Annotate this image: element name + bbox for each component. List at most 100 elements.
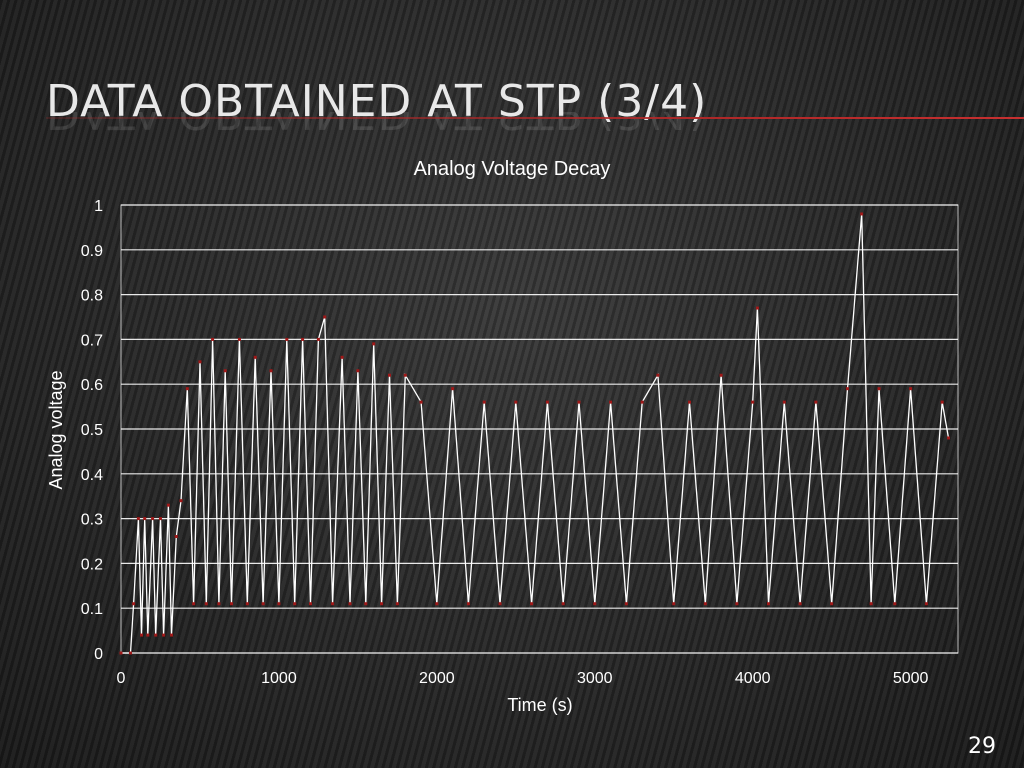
x-tick-label: 2000: [419, 670, 455, 687]
data-point: [146, 633, 150, 637]
data-point: [545, 400, 549, 404]
data-point: [179, 499, 183, 503]
data-point: [609, 400, 613, 404]
data-point: [151, 517, 155, 521]
data-point: [577, 400, 581, 404]
data-point: [869, 602, 873, 606]
data-point: [119, 651, 123, 655]
data-point: [198, 360, 202, 364]
data-point: [719, 373, 723, 377]
data-point: [356, 369, 360, 373]
data-point: [514, 400, 518, 404]
y-tick-label: 0.3: [81, 512, 103, 529]
data-point: [154, 633, 158, 637]
data-point: [372, 342, 376, 346]
data-point: [211, 337, 215, 341]
data-point: [140, 633, 144, 637]
data-point: [482, 400, 486, 404]
y-tick-label: 0.4: [81, 467, 103, 484]
data-point: [877, 387, 881, 391]
data-point: [387, 373, 391, 377]
data-point: [230, 602, 234, 606]
data-point: [435, 602, 439, 606]
data-point: [217, 602, 221, 606]
y-tick-label: 0.7: [81, 332, 103, 349]
y-tick-label: 0.6: [81, 377, 103, 394]
data-point: [814, 400, 818, 404]
data-point: [253, 355, 257, 359]
data-point: [947, 436, 951, 440]
x-tick-label: 3000: [577, 670, 613, 687]
y-tick-label: 1: [94, 198, 103, 215]
x-tick-label: 0: [117, 670, 126, 687]
page-number: 29: [968, 734, 996, 759]
data-point: [128, 651, 132, 655]
data-point: [755, 306, 759, 310]
data-point: [672, 602, 676, 606]
data-point: [909, 387, 913, 391]
data-point: [340, 355, 344, 359]
data-point: [656, 373, 660, 377]
y-tick-label: 0: [94, 646, 103, 663]
data-point: [331, 602, 335, 606]
data-point: [735, 602, 739, 606]
data-point: [162, 633, 166, 637]
y-tick-label: 0.8: [81, 288, 103, 305]
data-point: [860, 212, 864, 216]
data-point: [323, 315, 327, 319]
data-point: [419, 400, 423, 404]
data-point: [593, 602, 597, 606]
data-point: [237, 337, 241, 341]
data-point: [223, 369, 227, 373]
data-point: [364, 602, 368, 606]
data-point: [395, 602, 399, 606]
data-point: [940, 400, 944, 404]
data-point: [845, 387, 849, 391]
data-point: [158, 517, 162, 521]
data-point: [192, 602, 196, 606]
x-axis-label: Time (s): [507, 695, 573, 715]
data-point: [316, 337, 320, 341]
y-tick-label: 0.1: [81, 601, 103, 618]
y-tick-label: 0.2: [81, 556, 103, 573]
data-point: [174, 535, 178, 539]
data-point: [143, 517, 147, 521]
x-tick-label: 5000: [893, 670, 929, 687]
data-point: [466, 602, 470, 606]
series-line: [121, 213, 950, 654]
x-tick-label: 4000: [735, 670, 771, 687]
data-point: [830, 602, 834, 606]
data-point: [204, 602, 208, 606]
chart-title: Analog Voltage Decay: [413, 158, 611, 180]
data-point: [132, 602, 136, 606]
y-tick-label: 0.9: [81, 243, 103, 260]
data-point: [136, 517, 140, 521]
data-point: [766, 602, 770, 606]
data-point: [301, 337, 305, 341]
data-point: [451, 387, 455, 391]
data-point: [561, 602, 565, 606]
data-point: [269, 369, 273, 373]
data-point: [703, 602, 707, 606]
y-tick-label: 0.5: [81, 422, 103, 439]
data-point: [277, 602, 281, 606]
data-point: [530, 602, 534, 606]
data-point: [261, 602, 265, 606]
data-point: [309, 602, 313, 606]
data-point: [782, 400, 786, 404]
data-point: [245, 602, 249, 606]
x-tick-label: 1000: [261, 670, 297, 687]
data-point: [403, 373, 407, 377]
data-point: [348, 602, 352, 606]
data-point: [624, 602, 628, 606]
data-point: [170, 633, 174, 637]
data-point: [751, 400, 755, 404]
data-point: [285, 337, 289, 341]
title-rule: [46, 117, 1024, 119]
data-point: [640, 400, 644, 404]
data-point: [498, 602, 502, 606]
data-point: [688, 400, 692, 404]
data-point: [380, 602, 384, 606]
data-point: [924, 602, 928, 606]
